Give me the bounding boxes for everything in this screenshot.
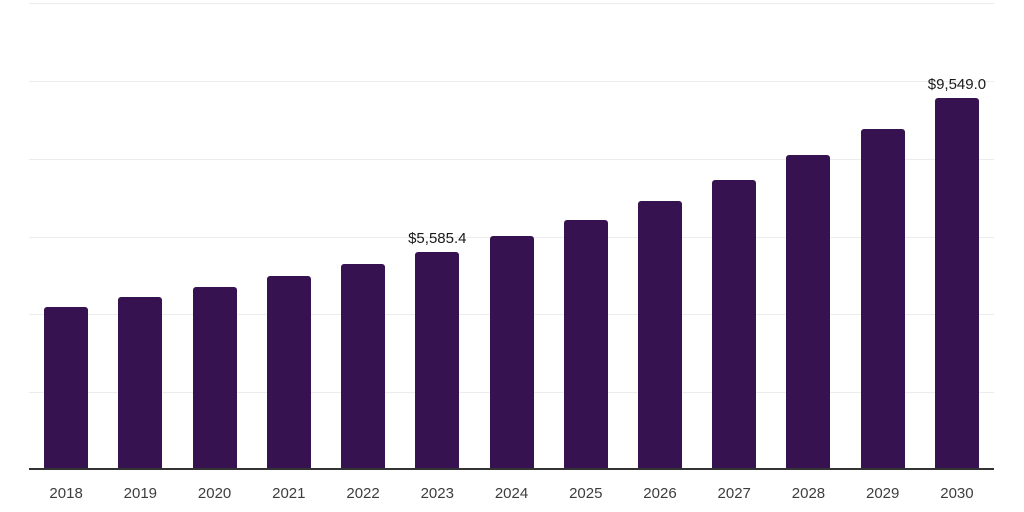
x-tick-label-2018: 2018 (49, 485, 83, 502)
bar-group-2030: $9,549.0 (920, 3, 994, 468)
data-label-2030: $9,549.0 (927, 75, 987, 93)
x-tick-label-2026: 2026 (643, 485, 677, 502)
bar-group-2025 (549, 3, 623, 468)
x-tick-label-2030: 2030 (940, 485, 974, 502)
bar-2021 (266, 275, 311, 468)
x-tick-label-2022: 2022 (346, 485, 380, 502)
bar-group-2018 (29, 3, 103, 468)
gridline-10000 (29, 80, 994, 82)
bar-group-2019 (103, 3, 177, 468)
x-tick-label-2028: 2028 (791, 485, 826, 502)
data-label-2023: $5,585.4 (408, 229, 467, 247)
bars-container: $5,585.4 $9,549.0 (29, 3, 994, 468)
bar-2024 (489, 235, 534, 468)
plot-area: $5,585.4 $9,549.0 (29, 3, 994, 470)
bar-group-2026 (623, 3, 697, 468)
bar-2025 (563, 219, 608, 468)
bar-2030 (934, 97, 979, 468)
x-tick-label-2027: 2027 (717, 485, 751, 502)
x-tick-label-2021: 2021 (272, 485, 306, 502)
bar-group-2029 (846, 3, 920, 468)
bar-group-2024 (474, 3, 548, 468)
bar-group-2020 (177, 3, 251, 468)
x-tick-label-2025: 2025 (569, 485, 603, 502)
gridline-8000 (29, 158, 994, 160)
bar-group-2022 (326, 3, 400, 468)
x-tick-label-2029: 2029 (866, 485, 900, 502)
gridline-12000 (29, 3, 994, 4)
x-axis-labels: 2018 2019 2020 2021 2022 2023 2024 2025 2026 2027… (29, 486, 994, 501)
bar-2022 (341, 263, 386, 468)
bar-2018 (44, 306, 89, 468)
bar-2020 (192, 286, 237, 468)
bar-group-2028 (771, 3, 845, 468)
x-tick-label-2023: 2023 (420, 485, 454, 502)
x-tick-label-2020: 2020 (197, 485, 232, 502)
bar-2029 (860, 128, 905, 468)
bar-group-2023: $5,585.4 (400, 3, 474, 468)
bar-2023 (415, 251, 460, 468)
bar-2019 (118, 297, 163, 468)
bar-2027 (712, 180, 757, 468)
bar-2026 (637, 201, 682, 468)
bar-group-2021 (252, 3, 326, 468)
bar-group-2027 (697, 3, 771, 468)
x-tick-label-2024: 2024 (494, 485, 529, 502)
bar-2028 (786, 155, 831, 468)
x-tick-label-2019: 2019 (123, 485, 158, 502)
